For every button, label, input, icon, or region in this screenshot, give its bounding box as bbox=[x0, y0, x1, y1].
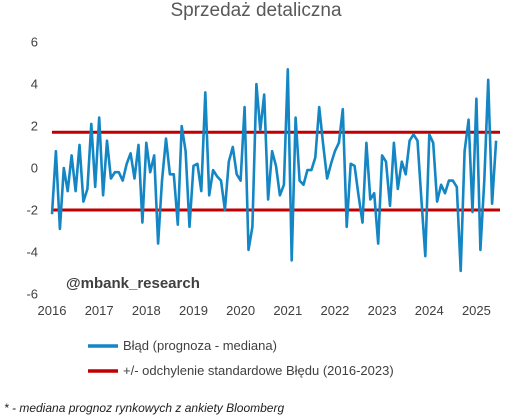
x-tick-label: 2024 bbox=[415, 303, 444, 318]
x-tick-label: 2019 bbox=[179, 303, 208, 318]
x-tick-label: 2025 bbox=[462, 303, 491, 318]
y-tick-label: -4 bbox=[26, 245, 38, 260]
y-tick-label: 2 bbox=[31, 119, 38, 134]
x-tick-label: 2018 bbox=[132, 303, 161, 318]
y-tick-label: 0 bbox=[31, 161, 38, 176]
y-tick-label: 6 bbox=[31, 35, 38, 50]
legend-label-error: Błąd (prognoza - mediana) bbox=[123, 338, 277, 353]
y-tick-label: -6 bbox=[26, 287, 38, 302]
y-tick-label: 4 bbox=[31, 77, 38, 92]
x-axis-ticks: 2016 2017 2018 2019 2020 2021 2022 2023 2024 2025 bbox=[38, 303, 491, 318]
y-axis-ticks: 6 4 2 0 -2 -4 -6 bbox=[26, 35, 38, 302]
y-tick-label: -2 bbox=[26, 203, 38, 218]
x-tick-label: 2021 bbox=[273, 303, 302, 318]
x-tick-label: 2023 bbox=[368, 303, 397, 318]
legend-label-stddev: +/- odchylenie standardowe Błędu (2016-2… bbox=[123, 363, 394, 378]
x-tick-label: 2016 bbox=[38, 303, 67, 318]
chart-title: Sprzedaż detaliczna bbox=[170, 0, 342, 21]
std-dev-bands bbox=[52, 130, 500, 212]
x-tick-label: 2017 bbox=[85, 303, 114, 318]
x-tick-label: 2022 bbox=[320, 303, 349, 318]
error-series-line bbox=[50, 68, 498, 273]
legend: Błąd (prognoza - mediana) +/- odchylenie… bbox=[88, 338, 394, 378]
x-tick-label: 2020 bbox=[226, 303, 255, 318]
error-series bbox=[50, 68, 498, 273]
footnote: * - mediana prognoz rynkowych z ankiety … bbox=[4, 401, 284, 415]
watermark: @mbank_research bbox=[66, 275, 200, 292]
